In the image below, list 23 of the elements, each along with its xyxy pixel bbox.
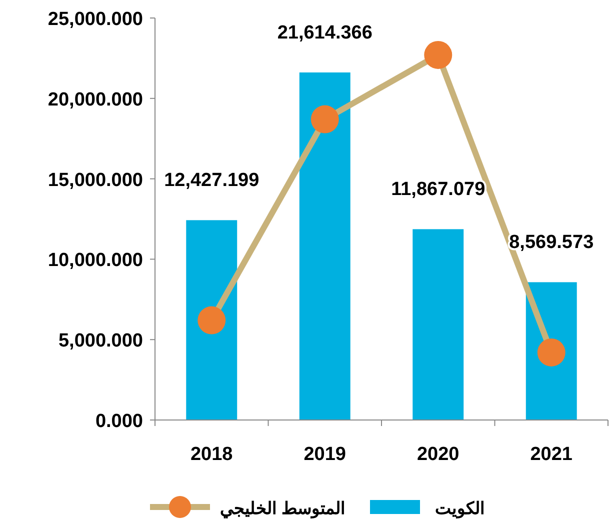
data-label: 8,569.573 [509, 232, 594, 254]
y-tick-label: 25,000.000 [48, 9, 143, 30]
x-tick-label: 2021 [530, 444, 573, 465]
bar [412, 229, 464, 420]
data-label: 11,867.079 [391, 179, 486, 200]
legend-label: المتوسط الخليجي [220, 499, 346, 519]
point [424, 40, 452, 69]
bar [186, 220, 238, 420]
y-tick-label: 0.000 [95, 411, 143, 432]
point [537, 338, 566, 366]
point [198, 306, 226, 334]
legend-label: الكويت [435, 499, 485, 519]
y-tick-label: 5,000.000 [58, 330, 143, 352]
x-tick-label: 2020 [416, 444, 460, 465]
y-tick-label: 10,000.000 [48, 250, 143, 272]
x-tick-label: 2018 [190, 444, 233, 465]
bar [299, 72, 350, 420]
point [310, 105, 339, 134]
y-tick-label: 20,000.000 [48, 89, 143, 110]
x-tick-label: 2019 [304, 444, 346, 465]
data-label: 21,614.366 [277, 22, 372, 44]
y-tick-label: 15,000.000 [48, 170, 143, 191]
data-label: 12,427.199 [164, 170, 260, 192]
